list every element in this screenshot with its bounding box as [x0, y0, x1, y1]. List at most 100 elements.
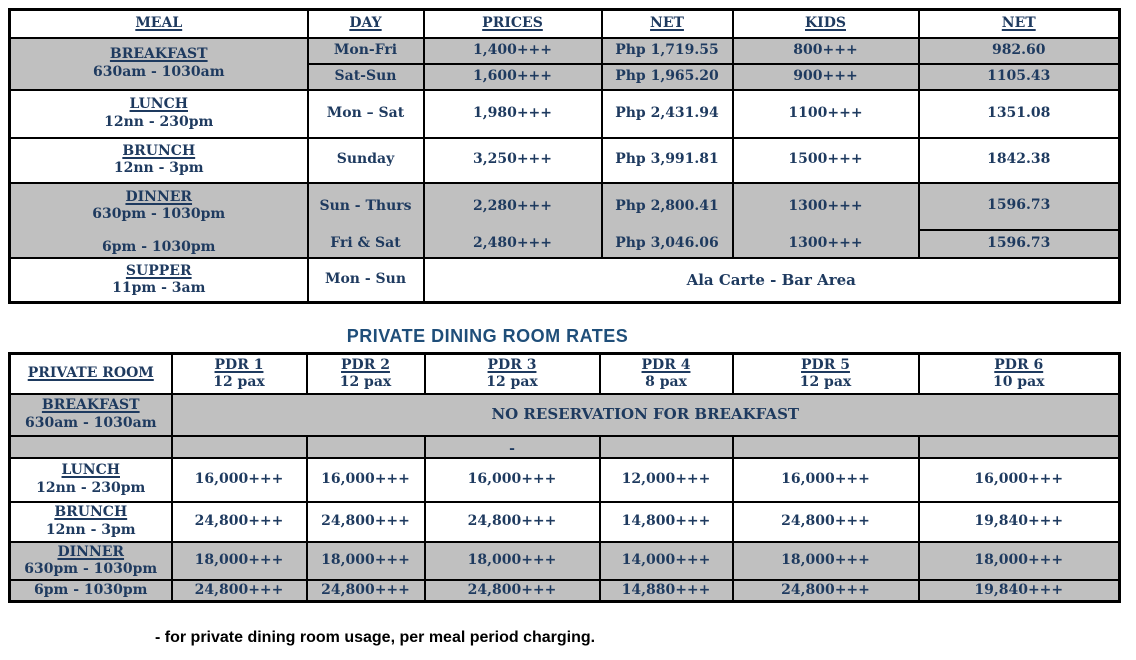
rate-cell: 16,000+++	[170, 456, 308, 503]
pdr-breakfast-time: 630am - 1030am	[24, 414, 157, 431]
dinner-time-1: 630pm - 1030pm	[92, 205, 226, 222]
pdr-spacer-row: -	[8, 434, 1121, 459]
kids-cell: 800+++	[731, 36, 920, 65]
day-cell: Mon – Sat	[306, 88, 425, 139]
price-cell: 1,400+++	[422, 36, 603, 65]
rate-cell: 14,000+++	[598, 540, 734, 581]
breakfast-meal-cell: BREAKFAST 630am - 1030am	[8, 36, 309, 91]
dinner-name: DINNER	[125, 188, 193, 205]
rate-cell: 18,000+++	[170, 540, 308, 581]
header-pdr1: PDR 1 12 pax	[170, 352, 308, 395]
lunch-name: LUNCH	[129, 96, 188, 113]
net-cell: Php 2,431.94	[600, 88, 734, 139]
day-cell: Sat-Sun	[306, 62, 425, 91]
kids-net-cell: 1351.08	[917, 88, 1121, 139]
dinner-meal-cell: DINNER 630pm - 1030pm 6pm - 1030pm	[8, 181, 309, 259]
breakfast-name: BREAKFAST	[109, 46, 208, 63]
rate-cell: 24,800+++	[170, 578, 308, 603]
header-meal: MEAL	[8, 8, 309, 39]
brunch-name: BRUNCH	[122, 142, 196, 159]
private-dining-room-table: PRIVATE ROOM PDR 1 12 pax PDR 2 12 pax P…	[8, 352, 1121, 603]
header-net-label: NET	[650, 15, 684, 32]
dinner-time-2: 6pm - 1030pm	[102, 238, 216, 255]
header-prices-label: PRICES	[482, 15, 543, 32]
pdr-brunch-meal-cell: BRUNCH 12nn - 3pm	[8, 500, 173, 543]
supper-meal-cell: SUPPER 11pm - 3am	[8, 256, 309, 304]
kids-net-cell: 1596.73	[917, 228, 1121, 259]
pdr-lunch-row: LUNCH 12nn - 230pm 16,000+++ 16,000+++ 1…	[8, 456, 1121, 503]
net-cell: Php 3,991.81	[600, 136, 734, 184]
pdr4-pax: 8 pax	[645, 373, 687, 390]
pdr-dinner-meal-cell: DINNER 630pm - 1030pm	[8, 540, 173, 581]
spacer-dash-cell: -	[423, 434, 601, 459]
pdr6-label: PDR 6	[994, 356, 1044, 373]
pdr-breakfast-row: BREAKFAST 630am - 1030am NO RESERVATION …	[8, 392, 1121, 437]
rate-cell: 24,800+++	[423, 500, 601, 543]
rate-cell: 16,000+++	[917, 456, 1121, 503]
pdr5-label: PDR 5	[801, 356, 850, 373]
supper-name: SUPPER	[125, 262, 192, 279]
header-pdr6: PDR 6 10 pax	[917, 352, 1121, 395]
pdr-brunch-name: BRUNCH	[54, 504, 128, 521]
meal-table-header-row: MEAL DAY PRICES NET KIDS NET	[8, 8, 1121, 39]
header-prices: PRICES	[422, 8, 603, 39]
spacer-cell	[170, 434, 308, 459]
spacer-cell	[598, 434, 734, 459]
price-cell: 1,600+++	[422, 62, 603, 91]
header-day: DAY	[306, 8, 425, 39]
lunch-meal-cell: LUNCH 12nn - 230pm	[8, 88, 309, 139]
kids-cell: 1300+++	[731, 229, 920, 259]
pdr-header-row: PRIVATE ROOM PDR 1 12 pax PDR 2 12 pax P…	[8, 352, 1121, 395]
spacer-cell	[917, 434, 1121, 459]
no-reservation-note-cell: NO RESERVATION FOR BREAKFAST	[170, 392, 1121, 437]
day-cell: Mon - Sun	[306, 256, 425, 304]
pdr-lunch-name: LUNCH	[61, 462, 120, 479]
rate-cell: 18,000+++	[917, 540, 1121, 581]
rate-cell: 16,000+++	[305, 456, 426, 503]
pdr3-label: PDR 3	[487, 356, 537, 373]
pdr2-pax: 12 pax	[339, 373, 392, 390]
pdr-brunch-row: BRUNCH 12nn - 3pm 24,800+++ 24,800+++ 24…	[8, 500, 1121, 543]
header-meal-label: MEAL	[135, 15, 183, 32]
pdr-footnote: - for private dining room usage, per mea…	[155, 629, 596, 646]
rate-cell: 14,880+++	[598, 578, 734, 603]
supper-row: SUPPER 11pm - 3am Mon - Sun Ala Carte - …	[8, 256, 1121, 304]
breakfast-time: 630am - 1030am	[92, 63, 225, 80]
net-cell: Php 2,800.41	[600, 181, 734, 230]
pdr-lunch-time: 12nn - 230pm	[36, 479, 146, 496]
kids-cell: 900+++	[731, 62, 920, 91]
header-pdr2: PDR 2 12 pax	[305, 352, 426, 395]
pdr6-pax: 10 pax	[992, 373, 1045, 390]
net-cell: Php 3,046.06	[600, 229, 734, 259]
rate-cell: 18,000+++	[731, 540, 920, 581]
pdr5-pax: 12 pax	[799, 373, 852, 390]
breakfast-row-weekend: Sat-Sun 1,600+++ Php 1,965.20 900+++ 110…	[10, 62, 1121, 91]
meal-rates-table: MEAL DAY PRICES NET KIDS NET BREAKFAST 6…	[8, 8, 1121, 305]
supper-note-cell: Ala Carte - Bar Area	[422, 256, 1121, 304]
header-private-room: PRIVATE ROOM	[8, 352, 173, 395]
pdr2-label: PDR 2	[341, 356, 390, 373]
price-cell: 2,280+++	[422, 181, 603, 230]
pdr-dinner-late-time: 6pm - 1030pm	[8, 578, 173, 603]
day-cell: Sunday	[306, 136, 425, 184]
day-cell: Sun - Thurs	[306, 181, 425, 230]
rate-cell: 19,840+++	[917, 578, 1121, 603]
rate-cell: 24,800+++	[170, 500, 308, 543]
pdr-section-title: PRIVATE DINING ROOM RATES	[346, 326, 629, 346]
rate-cell: 18,000+++	[423, 540, 601, 581]
pdr-breakfast-name: BREAKFAST	[41, 397, 140, 414]
rate-cell: 24,800+++	[305, 578, 426, 603]
private-room-label: PRIVATE ROOM	[27, 365, 154, 382]
header-kids-net-label: NET	[1001, 15, 1036, 32]
brunch-time: 12nn - 3pm	[113, 160, 204, 176]
lunch-time: 12nn - 230pm	[104, 113, 214, 130]
header-pdr5: PDR 5 12 pax	[731, 352, 920, 395]
dinner-row-sun-thurs: DINNER 630pm - 1030pm 6pm - 1030pm Sun -…	[8, 181, 1121, 259]
kids-cell: 1300+++	[731, 181, 920, 230]
header-kids: KIDS	[731, 8, 920, 39]
supper-time: 11pm - 3am	[112, 279, 206, 296]
header-day-label: DAY	[349, 15, 382, 32]
rate-cell: 24,800+++	[423, 578, 601, 603]
breakfast-row-weekday: BREAKFAST 630am - 1030am Mon-Fri 1,400++…	[8, 36, 1121, 91]
pdr-brunch-time: 12nn - 3pm	[45, 521, 136, 538]
